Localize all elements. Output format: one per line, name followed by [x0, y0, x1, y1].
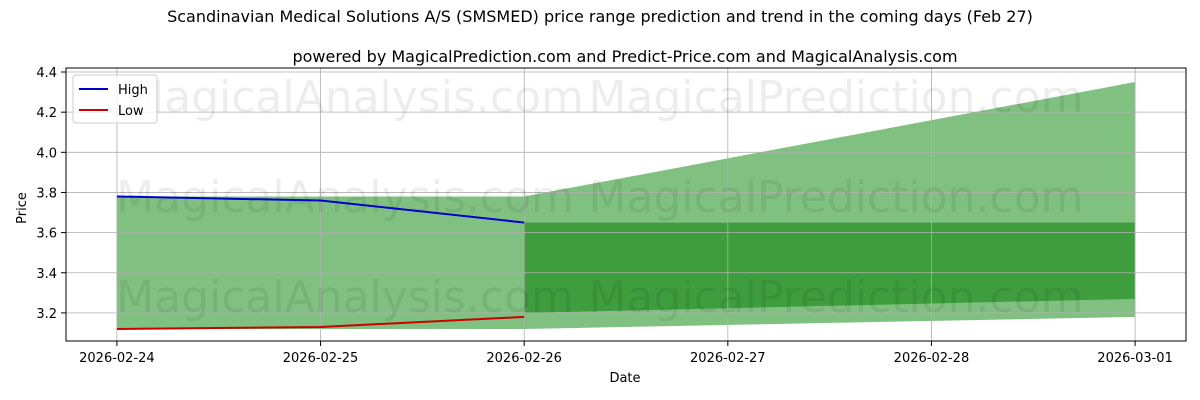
watermarks: MagicalAnalysis.com MagicalPrediction.com…	[116, 72, 1083, 323]
y-axis-label: Price	[15, 192, 30, 224]
y-tick-label: 3.4	[36, 267, 57, 282]
x-tick-label: 2026-02-24	[79, 351, 155, 366]
legend-label-low: Low	[118, 104, 144, 119]
x-axis-ticks: 2026-02-24 2026-02-25 2026-02-26 2026-02-27…	[79, 341, 1173, 366]
y-tick-label: 3.2	[36, 307, 57, 322]
x-tick-label: 2026-02-28	[894, 351, 970, 366]
y-tick-label: 4.4	[36, 66, 57, 81]
y-tick-label: 3.8	[36, 186, 57, 201]
x-axis-label: Date	[609, 371, 640, 386]
watermark-text: MagicalPrediction.com	[589, 272, 1084, 323]
prediction-band-3	[524, 222, 1136, 313]
y-tick-label: 4.2	[36, 106, 57, 121]
series-line-low	[116, 315, 525, 330]
prediction-bands	[116, 82, 1136, 329]
x-tick-label: 2026-02-26	[486, 351, 562, 366]
chart-subtitle: powered by MagicalPrediction.com and Pre…	[292, 47, 957, 66]
watermark-text: MagicalAnalysis.com	[116, 272, 574, 323]
x-tick-label: 2026-03-01	[1097, 351, 1173, 366]
y-tick-label: 4.0	[36, 146, 57, 161]
watermark-text: MagicalAnalysis.com	[126, 72, 584, 123]
chart-title: Scandinavian Medical Solutions A/S (SMSM…	[167, 7, 1033, 26]
legend: High Low	[72, 74, 158, 124]
y-tick-label: 3.6	[36, 227, 57, 242]
x-tick-label: 2026-02-27	[690, 351, 766, 366]
y-axis-ticks: 3.2 3.4 3.6 3.8 4.0 4.2 4.4	[36, 66, 66, 322]
series-line-high	[116, 195, 525, 224]
legend-label-high: High	[118, 83, 148, 98]
x-tick-label: 2026-02-25	[283, 351, 359, 366]
watermark-text: MagicalPrediction.com	[589, 172, 1084, 223]
series-lines	[116, 195, 525, 330]
watermark-text: MagicalPrediction.com	[589, 72, 1084, 123]
plot-area-frame	[65, 67, 1187, 342]
gridlines	[66, 68, 1186, 341]
